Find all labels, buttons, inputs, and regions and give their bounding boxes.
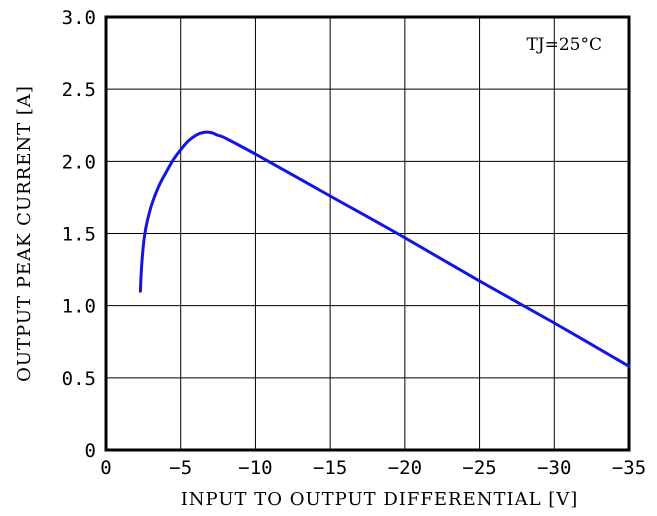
grid-lines — [106, 17, 629, 450]
x-tick-label: 0 — [100, 457, 111, 479]
y-tick-label: 1.5 — [62, 224, 96, 246]
x-tick-label: −35 — [612, 457, 646, 479]
y-tick-label: 3.0 — [62, 7, 96, 29]
y-tick-label: 0 — [85, 440, 96, 462]
x-tick-labels: 0 −5 −10 −15 −20 −25 −30 −35 — [100, 457, 646, 479]
x-tick-label: −15 — [313, 457, 347, 479]
y-tick-label: 2.5 — [62, 79, 96, 101]
x-axis-title: INPUT TO OUTPUT DIFFERENTIAL [V] — [181, 489, 579, 510]
temperature-annotation: TJ=25°C — [526, 35, 602, 55]
x-tick-label: −20 — [388, 457, 422, 479]
x-tick-label: −10 — [238, 457, 272, 479]
y-tick-label: 1.0 — [62, 296, 96, 318]
y-axis-title: OUTPUT PEAK CURRENT [A] — [14, 85, 35, 382]
x-tick-label: −25 — [462, 457, 496, 479]
x-tick-label: −30 — [537, 457, 571, 479]
y-tick-label: 0.5 — [62, 368, 96, 390]
x-tick-label: −5 — [169, 457, 192, 479]
y-tick-label: 2.0 — [62, 151, 96, 173]
y-tick-labels: 0 0.5 1.0 1.5 2.0 2.5 3.0 — [62, 7, 96, 462]
plot-frame — [104, 15, 631, 452]
series-line — [138, 130, 631, 368]
